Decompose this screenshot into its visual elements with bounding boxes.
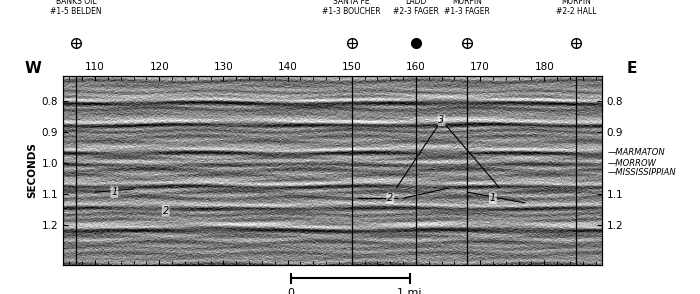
- Text: —MISSISSIPPIAN: —MISSISSIPPIAN: [608, 168, 676, 177]
- Text: W: W: [25, 61, 42, 76]
- Text: 3: 3: [438, 115, 444, 125]
- Text: —MORROW: —MORROW: [608, 159, 657, 168]
- Text: 1: 1: [490, 193, 496, 203]
- Text: 1 mi: 1 mi: [398, 288, 421, 294]
- Text: BANKS OIL
#1-5 BELDEN: BANKS OIL #1-5 BELDEN: [50, 0, 102, 16]
- Text: 2: 2: [162, 206, 169, 216]
- Text: 2: 2: [387, 193, 393, 203]
- Text: SANTA FE
#1-3 BOUCHER: SANTA FE #1-3 BOUCHER: [323, 0, 381, 16]
- Text: 1: 1: [111, 187, 118, 197]
- Text: LADD
#2-3 FAGER: LADD #2-3 FAGER: [393, 0, 439, 16]
- Text: 0: 0: [287, 288, 294, 294]
- Text: MURFIN
#2-2 HALL: MURFIN #2-2 HALL: [556, 0, 596, 16]
- Text: E: E: [626, 61, 637, 76]
- Text: —MARMATON: —MARMATON: [608, 148, 665, 157]
- Text: MURFIN
#1-3 FAGER: MURFIN #1-3 FAGER: [444, 0, 490, 16]
- Y-axis label: SECONDS: SECONDS: [27, 143, 37, 198]
